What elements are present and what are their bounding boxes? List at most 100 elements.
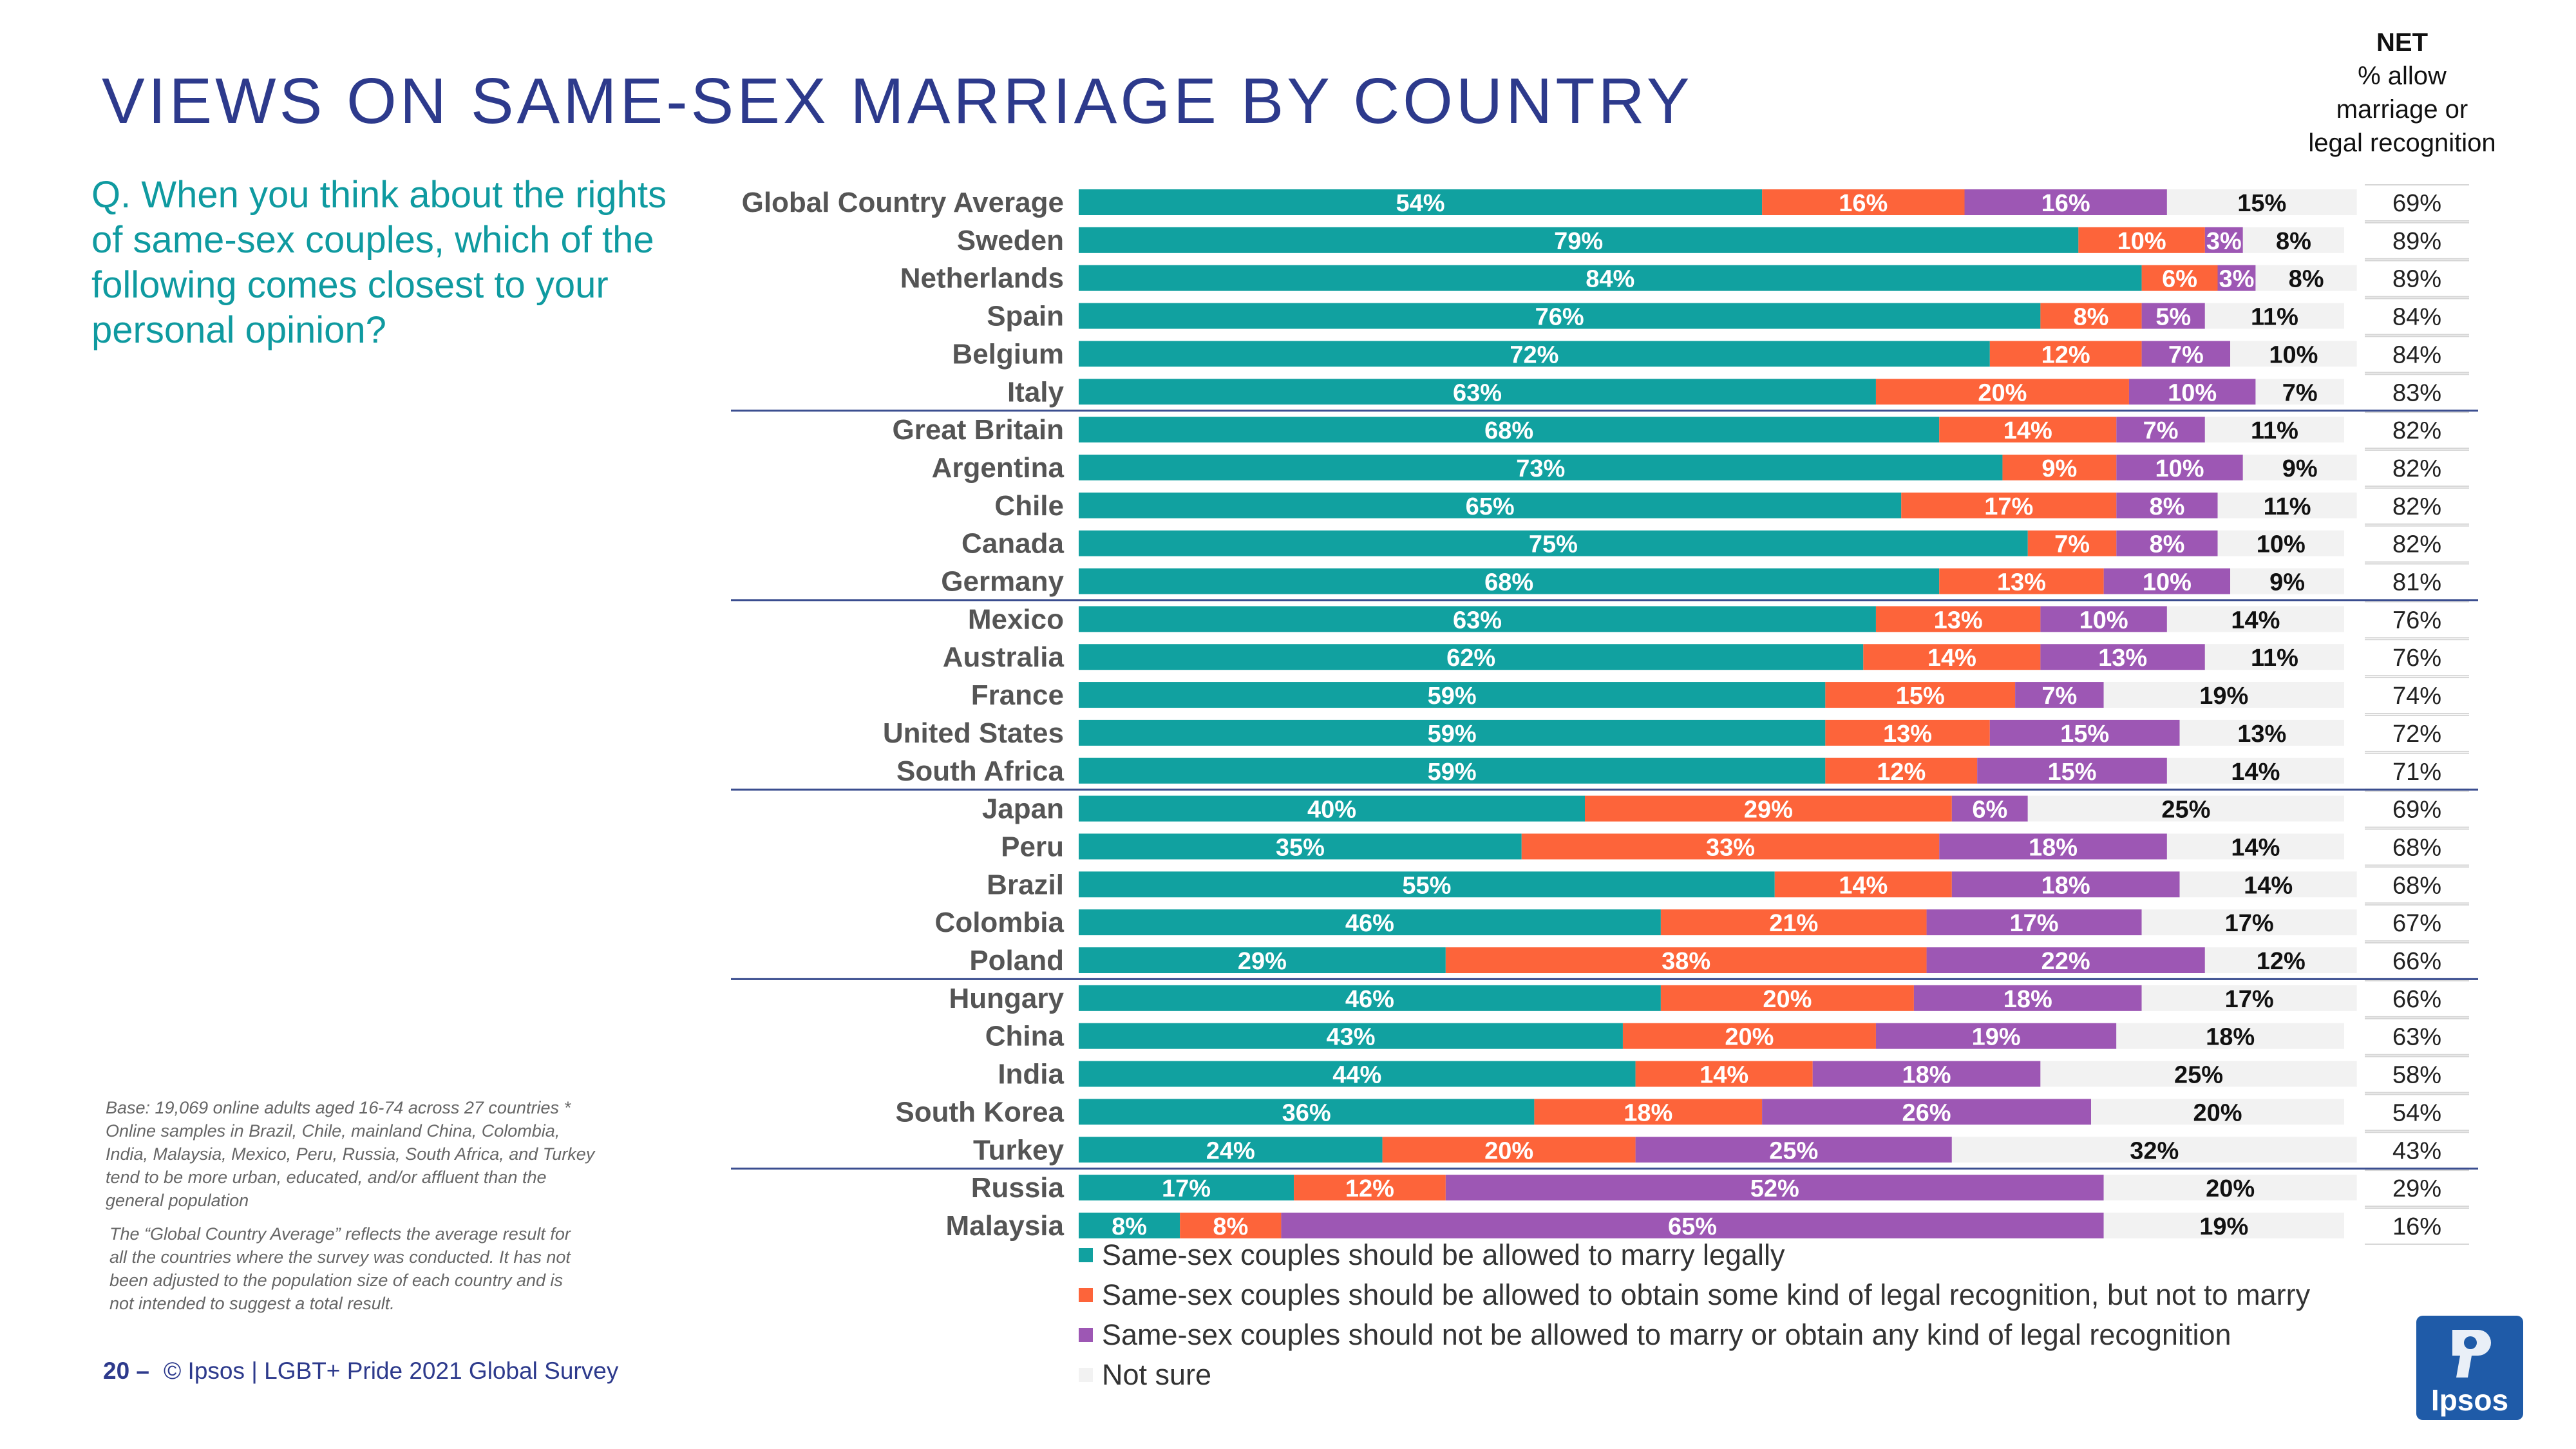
net-tick-bottom-south-korea <box>2365 1130 2469 1132</box>
net-tick-bottom-belgium <box>2365 372 2469 374</box>
category-label-poland: Poland <box>969 945 1064 976</box>
net-value-france: 74% <box>2392 683 2441 710</box>
net-value-russia: 29% <box>2392 1175 2441 1202</box>
net-header-line-1: % allow <box>2358 62 2447 90</box>
net-value-mexico: 76% <box>2392 607 2441 634</box>
bar-marry-peru <box>1079 833 1522 860</box>
category-label-netherlands: Netherlands <box>900 263 1064 294</box>
bar-not-allowed-spain <box>2141 303 2205 329</box>
value-label-recognition-spain: 8% <box>2074 304 2109 331</box>
category-label-malaysia: Malaysia <box>946 1210 1065 1242</box>
value-label-not-sure-netherlands: 8% <box>2289 266 2324 293</box>
net-value-brazil: 68% <box>2392 872 2441 899</box>
chart-legend: Same-sex couples should be allowed to ma… <box>1079 1235 2310 1395</box>
bar-marry-south-africa <box>1079 757 1826 784</box>
bar-not-allowed-india <box>1812 1061 2041 1087</box>
net-value-australia: 76% <box>2392 645 2441 672</box>
net-tick-top-sweden <box>2365 222 2469 223</box>
value-label-not-sure-chile: 11% <box>2264 493 2311 520</box>
bar-recognition-canada <box>2027 530 2117 556</box>
category-label-germany: Germany <box>941 566 1064 598</box>
bar-recognition-germany <box>1939 568 2104 594</box>
value-label-recognition-canada: 7% <box>2054 531 2090 558</box>
bar-recognition-south-africa <box>1825 757 1978 784</box>
net-tick-bottom-russia <box>2365 1206 2469 1208</box>
bar-recognition-malaysia <box>1180 1212 1282 1238</box>
net-tick-bottom-india <box>2365 1092 2469 1094</box>
value-label-marry-chile: 65% <box>1466 493 1515 520</box>
net-value-canada: 82% <box>2392 531 2441 558</box>
value-label-marry-netherlands: 84% <box>1586 266 1634 293</box>
value-label-not-sure-poland: 12% <box>2257 948 2306 975</box>
value-label-not-allowed-japan: 6% <box>1972 797 2007 824</box>
value-label-not-allowed-belgium: 7% <box>2168 341 2204 368</box>
net-value-germany: 81% <box>2392 569 2441 596</box>
value-label-not-sure-mexico: 14% <box>2231 607 2280 634</box>
bar-marry-global-country-average <box>1079 189 1763 215</box>
value-label-recognition-sweden: 10% <box>2117 228 2166 255</box>
value-label-not-allowed-united-states: 15% <box>2060 721 2109 748</box>
value-label-not-sure-brazil: 14% <box>2244 872 2293 899</box>
bar-not-allowed-mexico <box>2040 606 2167 632</box>
net-tick-bottom-chile <box>2365 523 2469 525</box>
value-label-marry-france: 59% <box>1428 683 1477 710</box>
bar-not-allowed-peru <box>1939 833 2167 860</box>
bar-not-sure-germany <box>2230 568 2344 594</box>
net-value-sweden: 89% <box>2392 228 2441 255</box>
net-tick-bottom-great-britain <box>2365 448 2469 450</box>
bar-marry-south-korea <box>1079 1099 1535 1125</box>
value-label-marry-south-africa: 59% <box>1428 759 1477 786</box>
value-label-marry-malaysia: 8% <box>1112 1213 1147 1240</box>
net-tick-top-global-country-average <box>2365 184 2469 185</box>
bar-marry-malaysia <box>1079 1212 1180 1238</box>
bar-not-sure-brazil <box>2179 871 2357 898</box>
net-value-spain: 84% <box>2392 304 2441 331</box>
net-tick-bottom-argentina <box>2365 485 2469 487</box>
net-tick-top-canada <box>2365 525 2469 527</box>
bar-marry-poland <box>1079 947 1446 973</box>
value-label-not-allowed-malaysia: 65% <box>1668 1213 1717 1240</box>
bar-recognition-italy <box>1875 379 2129 405</box>
bar-not-sure-south-korea <box>2091 1099 2344 1125</box>
bar-not-sure-south-africa <box>2166 757 2344 784</box>
bar-not-allowed-germany <box>2103 568 2231 594</box>
net-tick-top-colombia <box>2365 904 2469 906</box>
bar-marry-china <box>1079 1023 1623 1049</box>
net-tick-bottom-china <box>2365 1054 2469 1056</box>
bar-recognition-chile <box>1901 492 2117 518</box>
value-label-marry-japan: 40% <box>1307 797 1356 824</box>
bar-not-allowed-canada <box>2116 530 2218 556</box>
value-label-not-sure-india: 25% <box>2174 1062 2223 1089</box>
value-label-not-sure-russia: 20% <box>2206 1175 2255 1202</box>
net-tick-top-france <box>2365 677 2469 679</box>
bar-not-allowed-sweden <box>2204 227 2243 253</box>
net-tick-bottom-hungary <box>2365 1016 2469 1018</box>
value-label-recognition-south-korea: 18% <box>1624 1099 1672 1126</box>
bar-marry-turkey <box>1079 1137 1383 1163</box>
legend-label-recognition: Same-sex couples should be allowed to ob… <box>1102 1278 2311 1311</box>
category-label-united-states: United States <box>883 717 1064 749</box>
logo-text: Ipsos <box>2430 1383 2509 1417</box>
net-tick-bottom-netherlands <box>2365 296 2469 298</box>
bar-not-allowed-south-korea <box>1762 1099 2091 1125</box>
bar-not-sure-poland <box>2204 947 2357 973</box>
value-label-not-allowed-chile: 8% <box>2149 493 2184 520</box>
value-label-recognition-colombia: 21% <box>1769 910 1818 937</box>
value-label-not-sure-south-korea: 20% <box>2193 1099 2242 1126</box>
bar-marry-mexico <box>1079 606 1876 632</box>
bar-marry-spain <box>1079 303 2041 329</box>
bar-recognition-russia <box>1294 1175 1446 1201</box>
value-label-not-sure-peru: 14% <box>2231 834 2280 861</box>
net-tick-top-australia <box>2365 639 2469 641</box>
bar-not-allowed-colombia <box>1926 909 2142 936</box>
net-tick-top-italy <box>2365 374 2469 375</box>
value-label-recognition-global-country-average: 16% <box>1839 190 1888 217</box>
bar-marry-india <box>1079 1061 1636 1087</box>
category-label-hungary: Hungary <box>949 983 1065 1014</box>
bar-not-sure-chile <box>2217 492 2357 518</box>
net-tick-bottom-peru <box>2365 864 2469 866</box>
bar-not-sure-mexico <box>2166 606 2344 632</box>
bar-not-sure-colombia <box>2141 909 2357 936</box>
value-label-not-allowed-spain: 5% <box>2155 304 2191 331</box>
